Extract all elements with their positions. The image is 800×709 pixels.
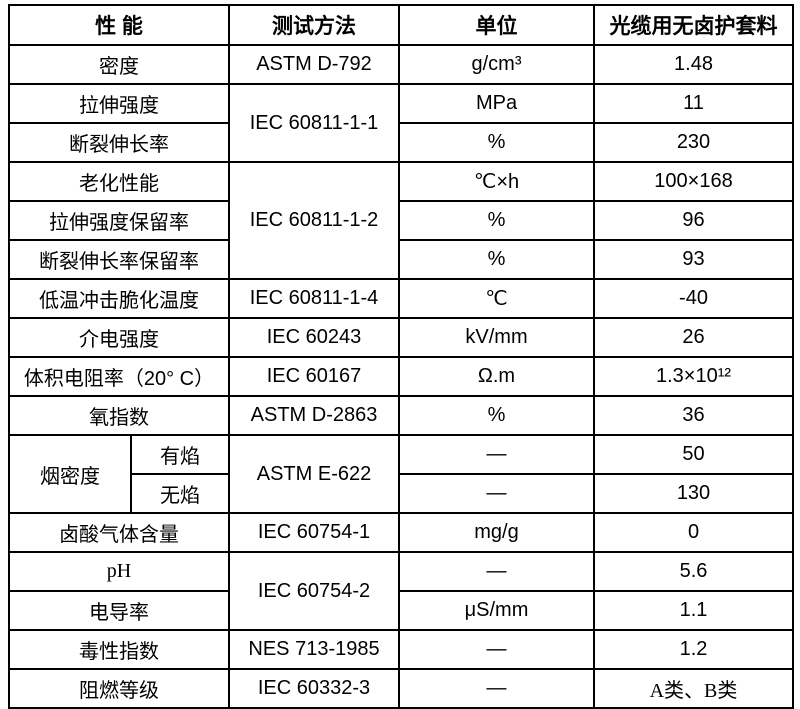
value-cell: 1.1 (593, 590, 794, 631)
unit-cell: μS/mm (398, 590, 595, 631)
property-header: 性 能 (8, 4, 230, 46)
table-row: 拉伸强度保留率 % 96 (8, 200, 794, 241)
property-cell: 体积电阻率（20° C） (8, 356, 230, 397)
material-header: 光缆用无卤护套料 (593, 4, 794, 46)
method-cell: ASTM D-792 (228, 44, 400, 85)
unit-cell: Ω.m (398, 356, 595, 397)
property-cell: 阻燃等级 (8, 668, 230, 709)
property-cell: 拉伸强度 (8, 83, 230, 124)
value-cell: 130 (593, 473, 794, 514)
value-cell: 230 (593, 122, 794, 163)
condition-cell: 有焰 (130, 434, 230, 475)
table-row: 体积电阻率（20° C） IEC 60167 Ω.m 1.3×10¹² (8, 356, 794, 397)
table-row: 断裂伸长率 % 230 (8, 122, 794, 163)
table-row: 拉伸强度 IEC 60811-1-1 MPa 11 (8, 83, 794, 163)
unit-cell: % (398, 239, 595, 280)
method-cell: IEC 60754-1 (228, 512, 400, 553)
unit-cell: — (398, 668, 595, 709)
method-cell: IEC 60811-1-1 (228, 83, 400, 163)
method-cell: ASTM D-2863 (228, 395, 400, 436)
unit-cell: mg/g (398, 512, 595, 553)
property-cell: 毒性指数 (8, 629, 230, 670)
unit-cell: — (398, 551, 595, 592)
property-cell: 电导率 (8, 590, 230, 631)
unit-header: 单位 (398, 4, 595, 46)
unit-cell: ℃×h (398, 161, 595, 202)
unit-cell: — (398, 434, 595, 475)
value-cell: 96 (593, 200, 794, 241)
unit-cell: MPa (398, 83, 595, 124)
property-cell: 低温冲击脆化温度 (8, 278, 230, 319)
unit-cell: % (398, 395, 595, 436)
table-row: 阻燃等级 IEC 60332-3 — A类、B类 (8, 668, 794, 709)
value-cell: 36 (593, 395, 794, 436)
property-cell: 氧指数 (8, 395, 230, 436)
value-cell: 93 (593, 239, 794, 280)
unit-cell: ℃ (398, 278, 595, 319)
table-row: 低温冲击脆化温度 IEC 60811-1-4 ℃ -40 (8, 278, 794, 319)
spec-table: 性 能 测试方法 单位 光缆用无卤护套料 密度 ASTM D-792 g/cm³… (8, 4, 794, 709)
unit-cell: — (398, 629, 595, 670)
method-cell: IEC 60167 (228, 356, 400, 397)
value-cell: 0 (593, 512, 794, 553)
property-cell: 断裂伸长率 (8, 122, 230, 163)
value-cell: 100×168 (593, 161, 794, 202)
method-header: 测试方法 (228, 4, 400, 46)
table-row: 卤酸气体含量 IEC 60754-1 mg/g 0 (8, 512, 794, 553)
table-row: 密度 ASTM D-792 g/cm³ 1.48 (8, 44, 794, 85)
method-cell: IEC 60243 (228, 317, 400, 358)
unit-cell: % (398, 122, 595, 163)
value-cell: 11 (593, 83, 794, 124)
property-cell: 介电强度 (8, 317, 230, 358)
value-cell: 5.6 (593, 551, 794, 592)
table-row: 毒性指数 NES 713-1985 — 1.2 (8, 629, 794, 670)
table-row: 断裂伸长率保留率 % 93 (8, 239, 794, 280)
page: 性 能 测试方法 单位 光缆用无卤护套料 密度 ASTM D-792 g/cm³… (8, 4, 794, 709)
method-cell: IEC 60754-2 (228, 551, 400, 631)
value-cell: 1.2 (593, 629, 794, 670)
property-cell: 卤酸气体含量 (8, 512, 230, 553)
property-cell: 断裂伸长率保留率 (8, 239, 230, 280)
method-cell: IEC 60811-1-2 (228, 161, 400, 280)
value-cell: A类、B类 (593, 668, 794, 709)
property-cell: 密度 (8, 44, 230, 85)
unit-cell: % (398, 200, 595, 241)
method-cell: IEC 60332-3 (228, 668, 400, 709)
property-cell: 老化性能 (8, 161, 230, 202)
unit-cell: — (398, 473, 595, 514)
value-cell: 50 (593, 434, 794, 475)
property-cell: 拉伸强度保留率 (8, 200, 230, 241)
table-row: 烟密度 有焰 ASTM E-622 — 50 (8, 434, 794, 514)
value-cell: 1.3×10¹² (593, 356, 794, 397)
method-cell: ASTM E-622 (228, 434, 400, 514)
table-row: 电导率 μS/mm 1.1 (8, 590, 794, 631)
table-row: 无焰 — 130 (9, 473, 794, 514)
property-cell: 烟密度 (8, 434, 132, 514)
table-row: pH IEC 60754-2 — 5.6 (8, 551, 794, 631)
method-cell: IEC 60811-1-4 (228, 278, 400, 319)
unit-cell: g/cm³ (398, 44, 595, 85)
condition-cell: 无焰 (130, 473, 230, 514)
value-cell: 1.48 (593, 44, 794, 85)
header-row: 性 能 测试方法 单位 光缆用无卤护套料 (8, 4, 794, 46)
table-row: 介电强度 IEC 60243 kV/mm 26 (8, 317, 794, 358)
value-cell: -40 (593, 278, 794, 319)
table-row: 氧指数 ASTM D-2863 % 36 (8, 395, 794, 436)
property-cell: pH (8, 551, 230, 592)
value-cell: 26 (593, 317, 794, 358)
unit-cell: kV/mm (398, 317, 595, 358)
table-row: 老化性能 IEC 60811-1-2 ℃×h 100×168 (8, 161, 794, 280)
method-cell: NES 713-1985 (228, 629, 400, 670)
